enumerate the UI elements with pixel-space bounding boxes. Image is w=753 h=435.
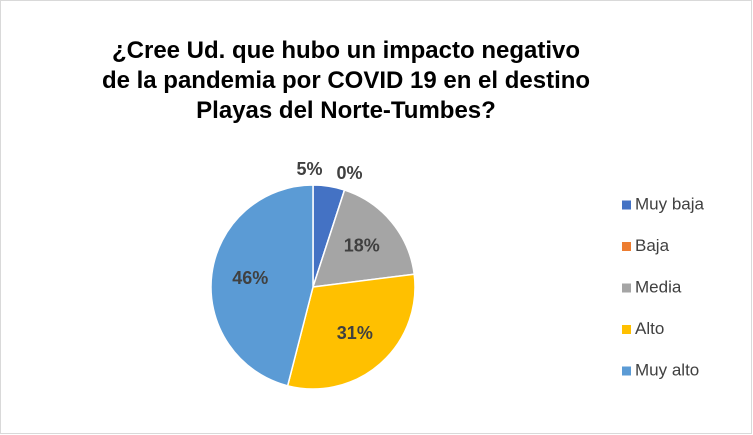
legend-swatch	[622, 325, 631, 334]
pie-slice	[286, 273, 416, 390]
legend-label: Muy baja	[635, 194, 705, 213]
pie-slice	[210, 184, 314, 387]
pie-slice	[311, 189, 416, 288]
data-label: 0%	[337, 163, 363, 183]
legend-label: Muy alto	[635, 360, 699, 379]
legend-swatch	[622, 242, 631, 251]
legend-swatch	[622, 283, 631, 293]
data-label: 5%	[297, 159, 323, 179]
legend-label: Baja	[635, 236, 670, 255]
data-label: 46%	[232, 268, 268, 288]
legend-label: Media	[635, 277, 682, 296]
legend-swatch	[622, 366, 631, 376]
legend-label: Alto	[635, 319, 664, 338]
legend-swatch	[622, 200, 631, 210]
data-label: 31%	[337, 323, 373, 343]
data-label: 18%	[344, 235, 380, 255]
chart-title: ¿Cree Ud. que hubo un impacto negativo d…	[101, 37, 591, 124]
